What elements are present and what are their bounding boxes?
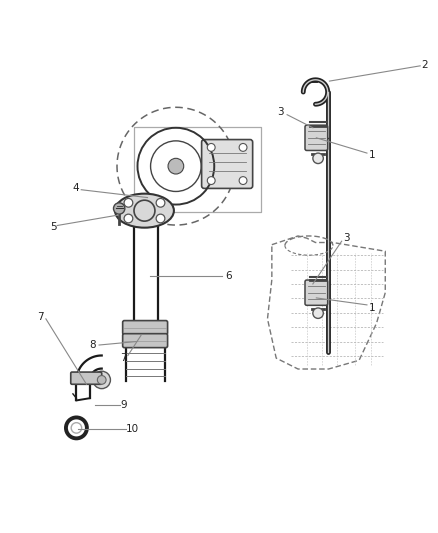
Circle shape <box>207 176 215 184</box>
Circle shape <box>312 308 322 318</box>
Circle shape <box>93 371 110 389</box>
FancyBboxPatch shape <box>201 140 252 189</box>
Text: 8: 8 <box>89 340 96 350</box>
Circle shape <box>97 376 106 384</box>
Text: 3: 3 <box>277 107 283 117</box>
Circle shape <box>156 198 165 207</box>
Circle shape <box>312 153 322 164</box>
Circle shape <box>113 203 124 214</box>
FancyBboxPatch shape <box>71 372 102 384</box>
Text: 10: 10 <box>125 424 138 434</box>
Circle shape <box>207 143 215 151</box>
Text: 3: 3 <box>342 233 349 243</box>
Ellipse shape <box>115 193 173 228</box>
Circle shape <box>156 214 165 223</box>
Circle shape <box>239 143 247 151</box>
Text: 5: 5 <box>50 222 57 232</box>
FancyBboxPatch shape <box>122 320 167 335</box>
Text: 1: 1 <box>368 150 374 160</box>
Circle shape <box>168 158 184 174</box>
FancyBboxPatch shape <box>304 125 327 150</box>
FancyBboxPatch shape <box>122 334 167 348</box>
Text: 7: 7 <box>37 312 44 322</box>
Circle shape <box>124 214 132 223</box>
FancyBboxPatch shape <box>304 280 327 305</box>
Circle shape <box>239 176 247 184</box>
Text: 1: 1 <box>368 303 374 313</box>
Text: 6: 6 <box>224 271 231 281</box>
Text: 9: 9 <box>120 400 127 410</box>
Circle shape <box>124 198 132 207</box>
Text: 4: 4 <box>72 183 79 193</box>
Text: 2: 2 <box>420 60 427 69</box>
Text: 7: 7 <box>120 353 127 363</box>
